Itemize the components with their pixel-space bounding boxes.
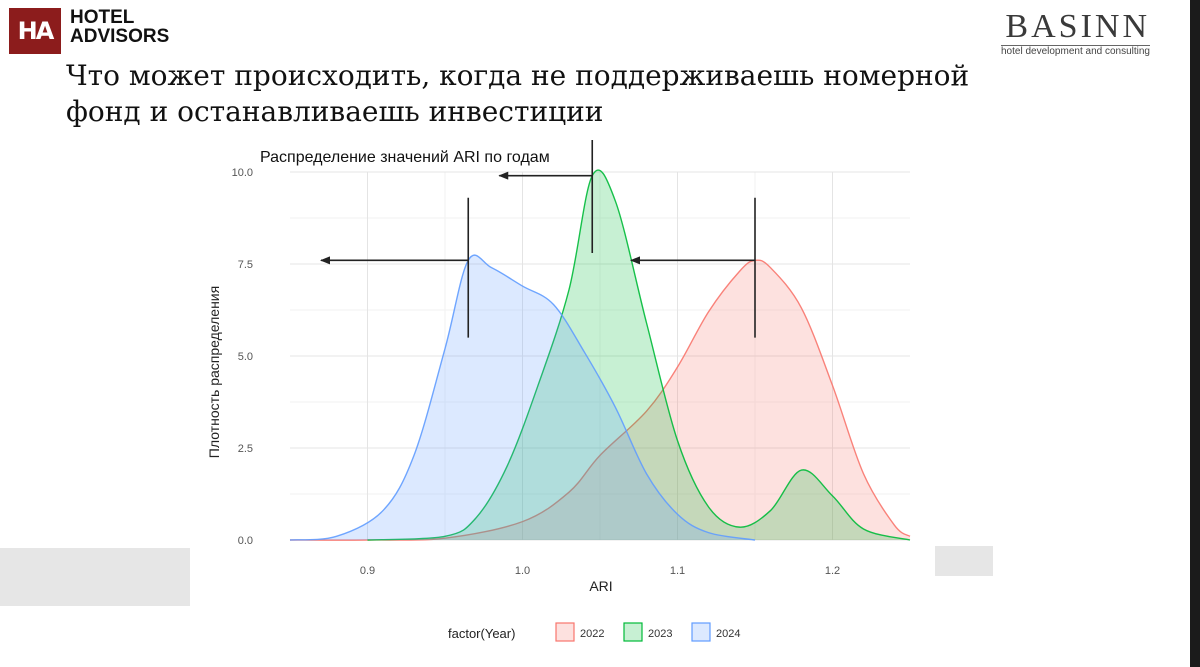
hotel-advisors-wordmark: HOTEL ADVISORS xyxy=(70,8,169,46)
decor-stripe-left xyxy=(0,548,190,606)
peak-annotations xyxy=(320,140,756,338)
window-edge xyxy=(1190,0,1200,667)
hotel-advisors-logo: HA xyxy=(9,8,61,54)
y-tick-label: 10.0 xyxy=(232,167,253,179)
density-line-2023 xyxy=(367,169,911,541)
legend-title: factor(Year) xyxy=(448,626,515,641)
density-line-2024 xyxy=(289,254,756,541)
hotel-advisors-logo-mark: HA xyxy=(17,17,55,45)
chart-legend: factor(Year) 2022 2023 2024 xyxy=(448,622,740,642)
legend-swatch-2022 xyxy=(555,622,575,642)
y-tick-label: 0.0 xyxy=(238,535,253,547)
legend-swatch-2024 xyxy=(691,622,711,642)
x-tick-label: 1.0 xyxy=(515,565,530,577)
chart-title: Распределение значений ARI по годам xyxy=(260,149,550,166)
slide-title: Что может происходить, когда не поддержи… xyxy=(66,58,1066,130)
legend-swatch-2023 xyxy=(623,622,643,642)
y-axis-label: Плотность распределения xyxy=(206,286,222,458)
x-tick-label: 0.9 xyxy=(360,565,375,577)
x-axis-label: ARI xyxy=(589,578,612,594)
y-tick-label: 2.5 xyxy=(238,443,253,455)
basinn-wordmark: BASINN xyxy=(1005,8,1150,45)
density-area-2024 xyxy=(290,255,755,540)
y-tick-label: 5.0 xyxy=(238,351,253,363)
legend-label-2023: 2023 xyxy=(648,628,672,640)
hotel-advisors-line1: HOTEL xyxy=(70,7,135,28)
legend-label-2024: 2024 xyxy=(716,628,740,640)
slide-title-line2: фонд и останавливаешь инвестиции xyxy=(66,95,604,128)
legend-label-2022: 2022 xyxy=(580,628,604,640)
x-tick-label: 1.2 xyxy=(825,565,840,577)
y-tick-label: 7.5 xyxy=(238,259,253,271)
density-line-2022 xyxy=(289,259,911,541)
basinn-logo: BASINN hotel development and consulting xyxy=(1001,10,1150,57)
decor-stripe-right xyxy=(935,546,993,576)
basinn-tagline: hotel development and consulting xyxy=(1001,45,1150,57)
density-area-2023 xyxy=(367,170,910,540)
x-tick-label: 1.1 xyxy=(670,565,685,577)
hotel-advisors-line2: ADVISORS xyxy=(70,26,170,47)
axis-ticks: 0.9 1.0 1.1 1.2 0.0 2.5 5.0 7.5 10.0 xyxy=(232,167,841,577)
slide-title-line1: Что может происходить, когда не поддержи… xyxy=(66,59,970,92)
